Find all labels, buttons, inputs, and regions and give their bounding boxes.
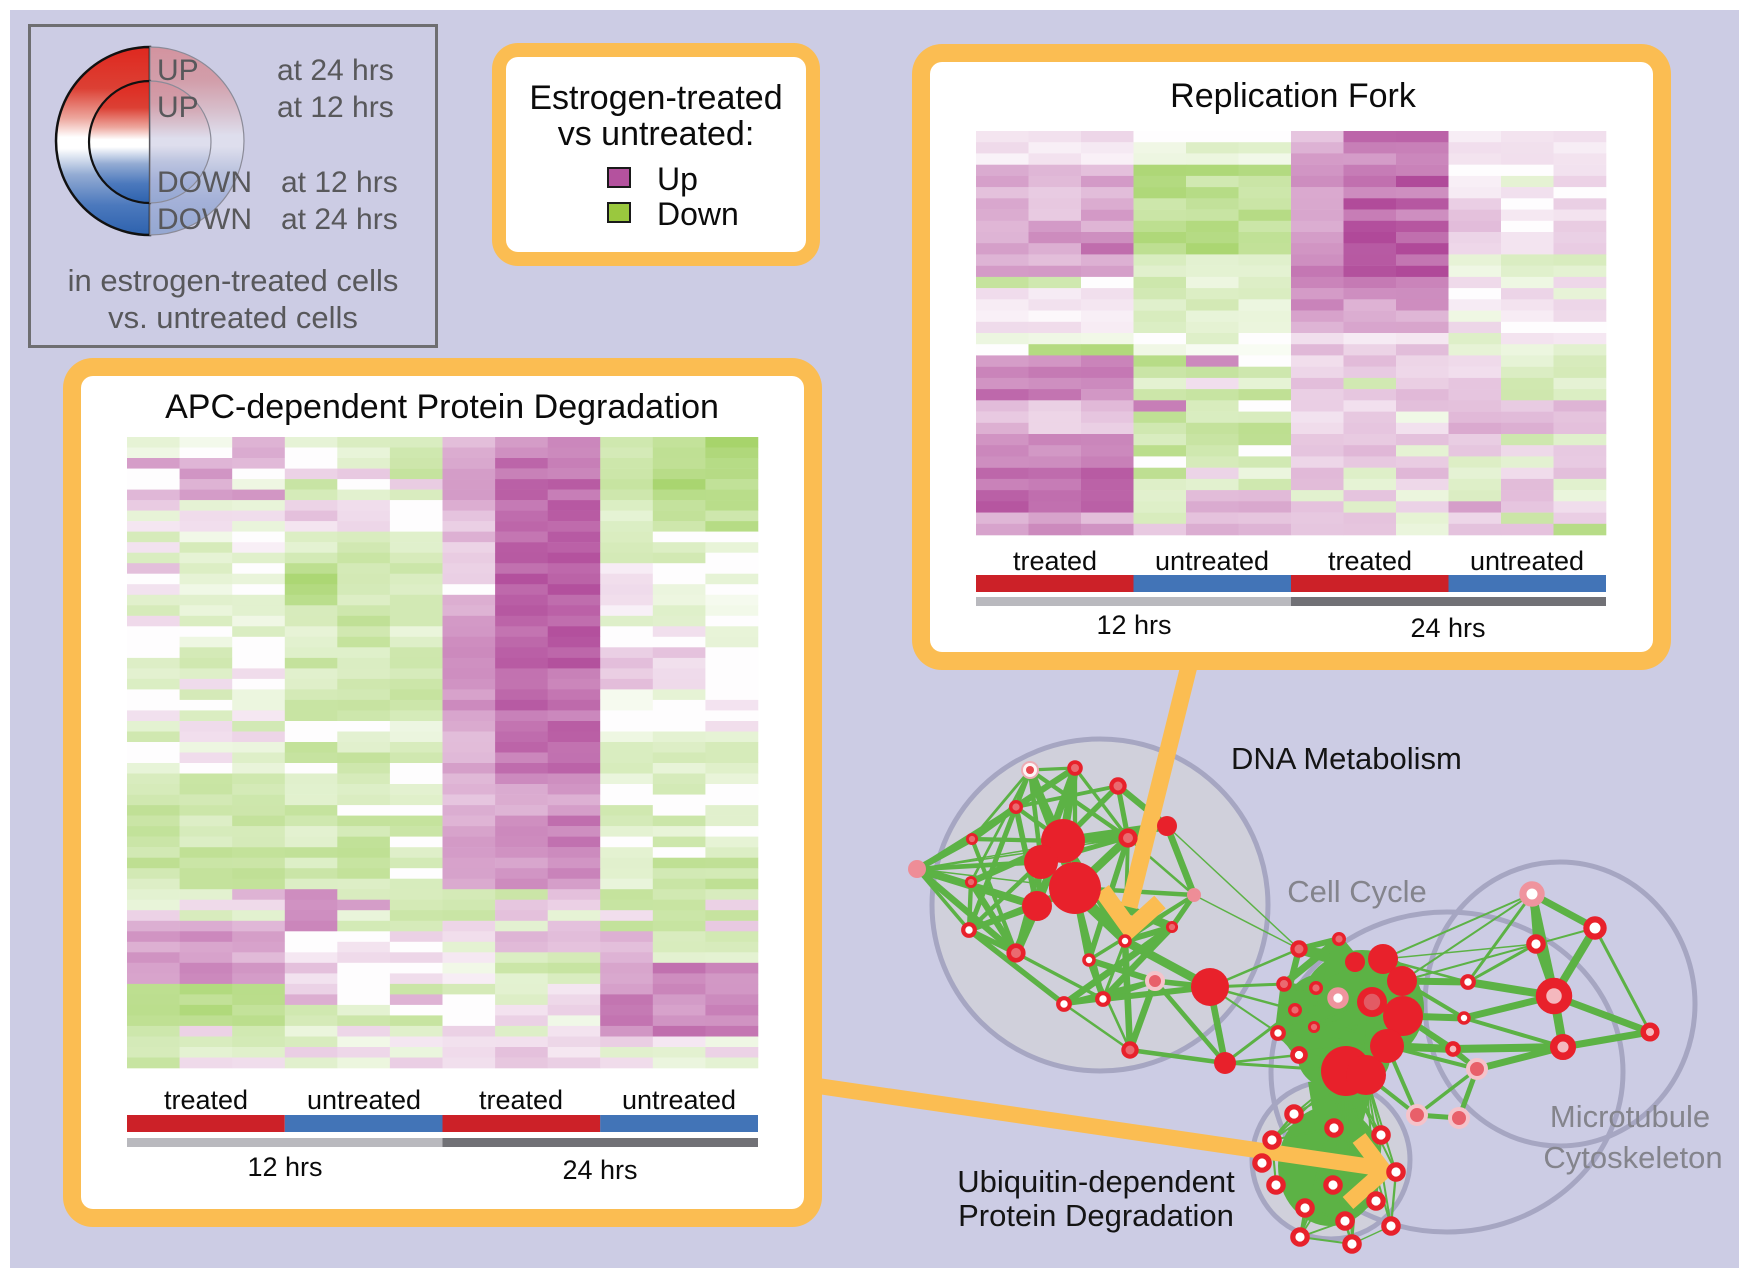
svg-text:at 12 hrs: at 12 hrs (281, 166, 398, 199)
svg-text:Microtubule: Microtubule (1550, 1099, 1710, 1134)
svg-text:DNA Metabolism: DNA Metabolism (1231, 741, 1462, 776)
svg-text:APC-dependent Protein Degradat: APC-dependent Protein Degradation (165, 388, 719, 426)
svg-text:24 hrs: 24 hrs (562, 1155, 637, 1185)
svg-text:DOWN: DOWN (157, 203, 252, 236)
svg-text:DOWN: DOWN (157, 166, 252, 199)
svg-text:untreated: untreated (622, 1085, 736, 1115)
svg-text:Estrogen-treated: Estrogen-treated (529, 79, 782, 117)
svg-text:at 24 hrs: at 24 hrs (281, 203, 398, 236)
svg-text:in estrogen-treated cells: in estrogen-treated cells (68, 263, 399, 298)
svg-text:Replication Fork: Replication Fork (1170, 77, 1417, 115)
svg-text:24 hrs: 24 hrs (1410, 613, 1485, 643)
svg-text:UP: UP (157, 91, 199, 124)
svg-text:vs untreated:: vs untreated: (558, 115, 755, 153)
svg-text:untreated: untreated (1155, 546, 1269, 576)
svg-text:treated: treated (1328, 546, 1412, 576)
svg-text:treated: treated (1013, 546, 1097, 576)
svg-text:Up: Up (657, 161, 698, 197)
svg-text:Protein Degradation: Protein Degradation (958, 1198, 1234, 1233)
svg-text:untreated: untreated (1470, 546, 1584, 576)
svg-text:at 12 hrs: at 12 hrs (277, 91, 394, 124)
svg-text:Down: Down (657, 196, 739, 232)
svg-text:Cytoskeleton: Cytoskeleton (1543, 1140, 1722, 1175)
svg-text:UP: UP (157, 54, 199, 87)
svg-text:12 hrs: 12 hrs (1096, 610, 1171, 640)
svg-text:Ubiquitin-dependent: Ubiquitin-dependent (957, 1164, 1235, 1199)
svg-text:at 24 hrs: at 24 hrs (277, 54, 394, 87)
svg-text:treated: treated (479, 1085, 563, 1115)
svg-text:Cell Cycle: Cell Cycle (1287, 874, 1427, 909)
svg-text:treated: treated (164, 1085, 248, 1115)
svg-text:vs. untreated cells: vs. untreated cells (108, 300, 358, 335)
svg-text:untreated: untreated (307, 1085, 421, 1115)
svg-text:12 hrs: 12 hrs (247, 1152, 322, 1182)
